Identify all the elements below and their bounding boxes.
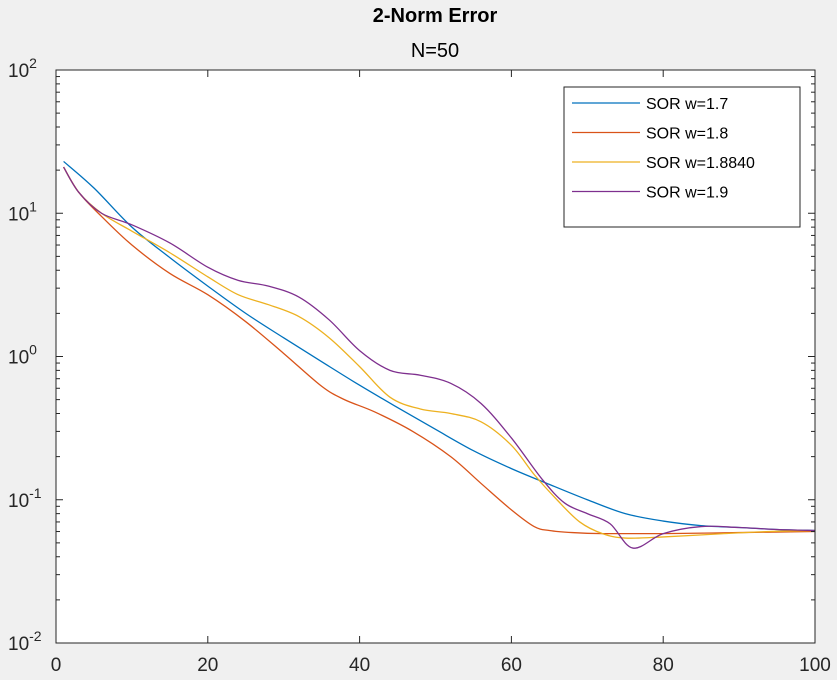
series-layer [63, 160, 816, 549]
y-tick-label: 102 [8, 55, 37, 82]
y-tick-label: 10-2 [8, 628, 42, 655]
x-tick-label: 60 [501, 655, 522, 676]
legend-label-3: SOR w=1.8840 [646, 155, 755, 172]
legend: SOR w=1.7 SOR w=1.8 SOR w=1.8840 SOR w=1.9 [563, 86, 801, 228]
y-tick-label: 101 [8, 198, 37, 225]
chart-title: 2-Norm Error [373, 5, 498, 27]
x-tick-label: 100 [799, 655, 831, 676]
y-tick-label: 100 [8, 342, 37, 369]
x-tick-label: 80 [653, 655, 674, 676]
legend-label-4: SOR w=1.9 [646, 185, 728, 202]
series-line-4 [63, 166, 816, 549]
series-line-1 [63, 160, 816, 532]
y-tick-label: 10-1 [8, 485, 42, 512]
x-tick-label: 20 [197, 655, 218, 676]
x-tick-label: 0 [51, 655, 62, 676]
x-tick-label: 40 [349, 655, 370, 676]
series-line-3 [63, 166, 816, 539]
chart-subtitle: N=50 [411, 40, 459, 62]
legend-box [563, 86, 801, 228]
legend-label-2: SOR w=1.8 [646, 126, 728, 143]
series-line-2 [63, 166, 816, 535]
legend-label-1: SOR w=1.7 [646, 96, 728, 113]
